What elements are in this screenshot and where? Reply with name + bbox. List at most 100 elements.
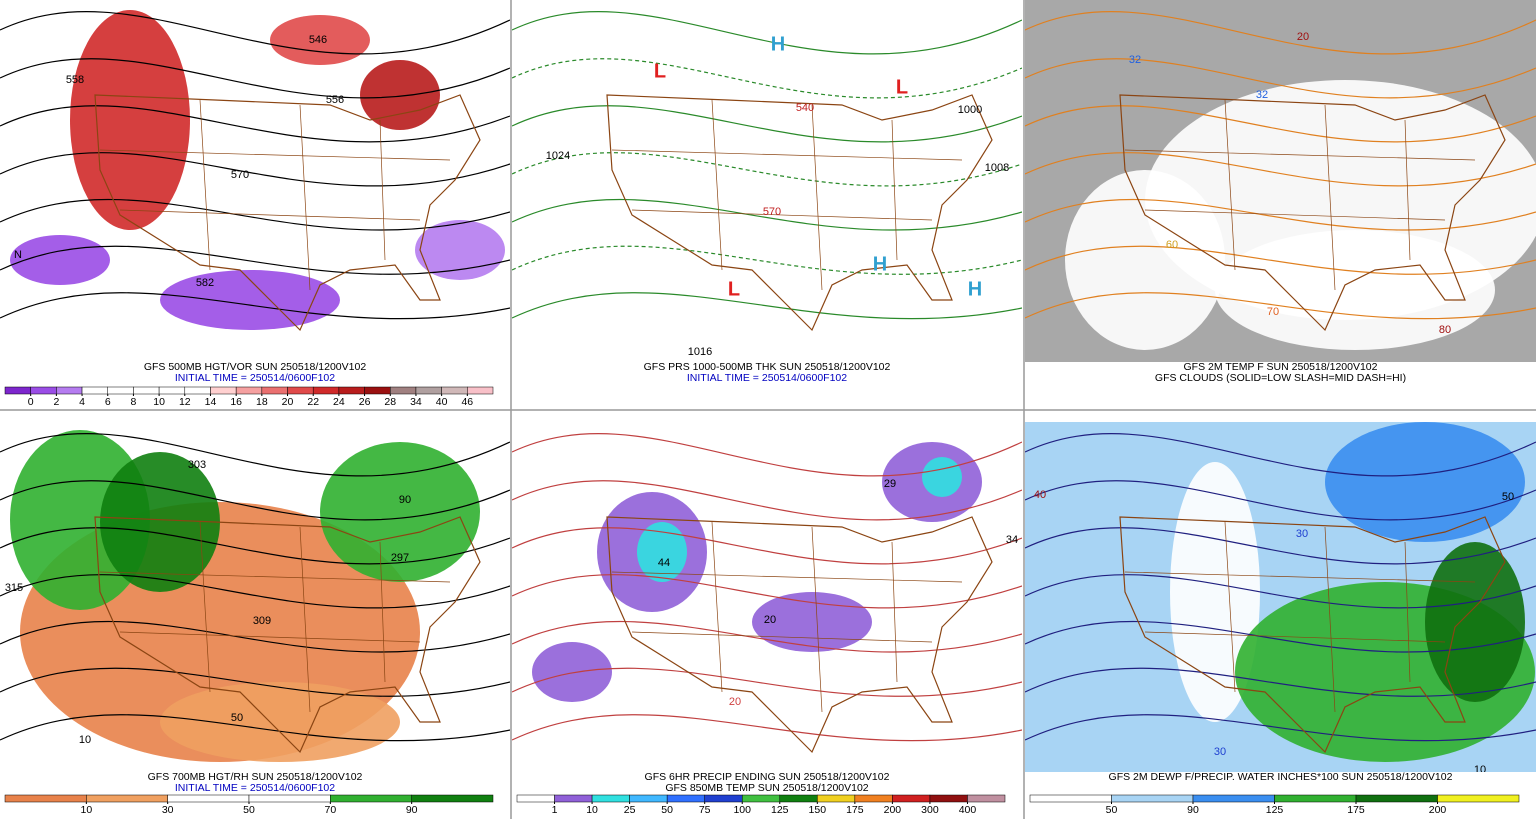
map-panel: L L H 1024 1000 1008 L H H 1016 540 570: [512, 0, 1022, 362]
colorbar-swatch: [741, 794, 781, 803]
map-label: L: [896, 76, 908, 98]
country-borders: [94, 516, 481, 754]
caption: GFS 6HR PRECIP ENDING SUN 250518/1200V10…: [645, 771, 890, 783]
contour-line: [1025, 433, 1536, 477]
colorbar-swatch: [248, 794, 331, 803]
map-label: 570: [763, 206, 781, 218]
field-shading: [532, 642, 612, 702]
contour-line: [0, 480, 510, 521]
field-shading: [1065, 170, 1225, 350]
contour-line: [1025, 667, 1536, 697]
colorbar-label: 175: [1347, 804, 1365, 816]
contour-line: [0, 152, 510, 187]
field-shading: [1425, 542, 1525, 702]
colorbar-swatch: [1192, 794, 1275, 803]
map-label: 1008: [985, 162, 1009, 174]
colorbar-swatch: [666, 794, 705, 803]
country-borders: [606, 94, 993, 332]
colorbar-swatch: [330, 794, 412, 803]
colorbar-swatch: [312, 386, 340, 395]
contour-line: [1025, 152, 1536, 187]
colorbar-swatch: [779, 794, 818, 803]
map-label: 20: [764, 614, 776, 626]
colorbar-swatch: [1029, 794, 1112, 803]
map-background: [512, 0, 1022, 362]
caption: GFS 2M DEWP F/PRECIP. WATER INCHES*100 S…: [1109, 771, 1453, 783]
colorbar-label: 25: [624, 804, 636, 816]
map-label: 34: [1006, 534, 1018, 546]
colorbar-swatch: [261, 386, 288, 395]
colorbar-label: 100: [733, 804, 751, 816]
map-label: 44: [658, 557, 670, 569]
map-label: 10: [1474, 764, 1486, 776]
contour-line: [0, 574, 510, 609]
colorbar-swatch: [929, 794, 968, 803]
colorbar-swatch: [591, 794, 630, 803]
contour-line: [512, 433, 1022, 477]
colorbar-swatch: [704, 794, 743, 803]
colorbar-swatch: [415, 386, 442, 395]
colorbar-swatch: [86, 794, 168, 803]
map-label: 32: [1129, 54, 1141, 66]
field-shading: [415, 220, 505, 280]
contour-line: [0, 58, 510, 99]
map-label: N: [14, 249, 22, 261]
colorbar-label: 30: [162, 804, 174, 816]
colorbar-swatch: [30, 386, 57, 395]
country-borders: [606, 516, 993, 754]
colorbar-swatch: [1274, 794, 1357, 803]
contour-line: [1025, 105, 1536, 143]
colorbar-swatch: [390, 386, 417, 395]
map-label: H: [771, 33, 785, 55]
map-label: 1024: [546, 150, 570, 162]
country-borders: [1119, 516, 1506, 754]
colorbar-label: 50: [243, 804, 255, 816]
field-shading: [70, 10, 190, 230]
contour-line: [0, 433, 510, 477]
caption: GFS 500MB HGT/VOR SUN 250518/1200V102: [144, 361, 367, 373]
field-shading: [1325, 422, 1525, 542]
state-lines: [611, 521, 963, 713]
map-panel: 30 50 40 30 10: [1025, 422, 1536, 776]
colorbar-swatch: [133, 386, 160, 395]
colorbar-swatch: [210, 386, 237, 395]
colorbar-label: 90: [406, 804, 418, 816]
map-label: 582: [196, 277, 214, 289]
state-lines: [1124, 521, 1476, 713]
colorbar-label: 75: [699, 804, 711, 816]
colorbar-swatch: [56, 386, 83, 395]
map-label: L: [728, 278, 740, 300]
colorbar-label: 200: [884, 804, 902, 816]
colorbar-label: 20: [282, 396, 294, 408]
contour-line: [512, 292, 1022, 320]
map-label: 50: [1502, 491, 1514, 503]
contour-line: [1025, 574, 1536, 609]
caption: INITIAL TIME = 250514/0600F102: [175, 372, 335, 384]
state-lines: [1124, 99, 1476, 291]
colorbar-label: 175: [846, 804, 864, 816]
colorbar-label: 1: [552, 804, 558, 816]
state-lines: [99, 521, 451, 713]
contour-line: [0, 105, 510, 143]
colorbar-swatch: [892, 794, 931, 803]
colorbar-swatch: [1355, 794, 1438, 803]
contour-line: [0, 292, 510, 320]
colorbar-label: 90: [1187, 804, 1199, 816]
colorbar-label: 10: [153, 396, 165, 408]
contour-line: [512, 480, 1022, 521]
contour-line: [1025, 480, 1536, 521]
map-label: 309: [253, 615, 271, 627]
map-label: 546: [309, 34, 327, 46]
colorbar-swatch: [817, 794, 856, 803]
map-label: 40: [1034, 489, 1046, 501]
map-panel: 315 303 297 309 90 10 50: [0, 422, 510, 772]
colorbar-swatch: [467, 386, 494, 395]
colorbar-swatch: [158, 386, 186, 395]
contour-line: [512, 667, 1022, 697]
colorbar-swatch: [338, 386, 365, 395]
colorbar-swatch: [364, 386, 391, 395]
field-shading: [160, 270, 340, 330]
map-label: H: [968, 278, 982, 300]
colorbar-label: 2: [53, 396, 59, 408]
